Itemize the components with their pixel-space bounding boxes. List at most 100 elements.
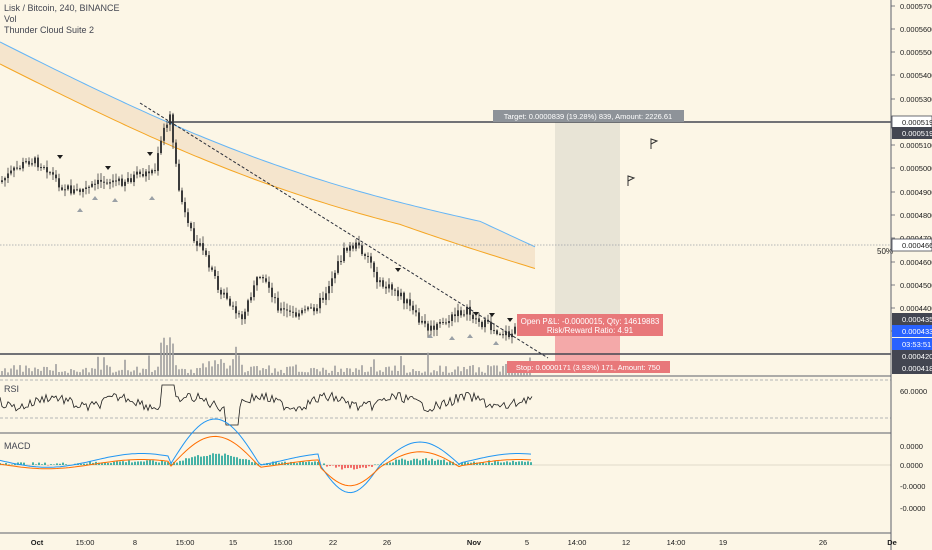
- volume-bar: [334, 365, 336, 376]
- candle-body: [448, 321, 450, 324]
- volume-bar: [193, 372, 195, 376]
- time-axis[interactable]: Oct 15:00 8 15:00 15 15:00 22 26 Nov 5 14:00 12 14:0…: [31, 538, 897, 547]
- volume-bar: [154, 370, 156, 376]
- volume-bar: [277, 371, 279, 376]
- stop-zone: [555, 334, 620, 364]
- price-tag-label: 0.0004352: [902, 315, 932, 324]
- volume-bar: [289, 366, 291, 376]
- candle-body: [208, 255, 210, 268]
- candle-body: [283, 308, 285, 310]
- price-tag: [892, 313, 932, 325]
- candle-body: [334, 272, 336, 279]
- macd-histogram-bar: [137, 461, 139, 465]
- volume-legend[interactable]: Vol: [4, 14, 17, 24]
- macd-histogram-bar: [515, 461, 517, 465]
- target-zone: [555, 122, 620, 320]
- candle-body: [199, 243, 201, 246]
- price-tick-label: 0.0005400: [900, 71, 932, 80]
- macd-pane[interactable]: [0, 418, 891, 534]
- volume-bar: [145, 369, 147, 376]
- macd-histogram-bar: [104, 462, 106, 465]
- macd-histogram-bar: [317, 462, 319, 465]
- macd-histogram-bar: [437, 459, 439, 465]
- macd-histogram-bar: [128, 460, 130, 465]
- volume-bar: [505, 364, 507, 376]
- candle-body: [106, 182, 108, 184]
- candle-body: [82, 189, 84, 192]
- main-price-pane[interactable]: Target: 0.0000839 (19.28%) 839, Amount: …: [0, 41, 893, 377]
- macd-histogram-bar: [374, 464, 376, 465]
- time-tick-label: 15:00: [76, 538, 95, 547]
- volume-bar: [493, 365, 495, 376]
- open-pl-box[interactable]: Open P&L: -0.0000015, Qty: 14619883 Risk…: [517, 314, 663, 336]
- buy-marker: [467, 334, 473, 338]
- volume-bar: [379, 370, 381, 376]
- macd-histogram-bar: [278, 462, 280, 465]
- volume-bar: [475, 372, 477, 376]
- candle-body: [490, 321, 492, 331]
- volume-bar: [403, 365, 405, 376]
- candle-body: [223, 292, 225, 295]
- candle-body: [316, 308, 318, 312]
- candle-body: [376, 271, 378, 283]
- volume-bar: [457, 366, 459, 376]
- price-tick-label: 0.0005500: [900, 48, 932, 57]
- price-axis[interactable]: 0.0005700 0.0005600 0.0005500 0.0005400 0.00…: [890, 0, 932, 550]
- macd-legend[interactable]: MACD: [4, 441, 31, 451]
- price-tick-label: 0.0004800: [900, 211, 932, 220]
- macd-line: [0, 418, 532, 494]
- macd-histogram-bar: [461, 462, 463, 465]
- volume-bar: [469, 365, 471, 376]
- candle-body: [211, 267, 213, 270]
- macd-histogram-bar: [152, 460, 154, 465]
- volume-bar: [496, 365, 498, 376]
- volume-bar: [304, 372, 306, 376]
- candle-body: [352, 245, 354, 249]
- rsi-pane[interactable]: [0, 379, 891, 434]
- candle-body: [160, 140, 162, 154]
- volume-bar: [370, 366, 372, 376]
- volume-bar: [301, 371, 303, 376]
- time-tick-label: 14:00: [568, 538, 587, 547]
- candle-body: [331, 278, 333, 287]
- volume-bar: [433, 370, 435, 376]
- macd-histogram-bar: [194, 456, 196, 465]
- candle-body: [190, 223, 192, 229]
- volume-bar: [460, 371, 462, 376]
- macd-histogram-bar: [302, 461, 304, 465]
- volume-bar: [346, 368, 348, 376]
- candle-body: [70, 185, 72, 194]
- candle-body: [136, 171, 138, 175]
- stop-tag[interactable]: Stop: 0.0000171 (3.93%) 171, Amount: 750: [507, 361, 670, 373]
- volume-bar: [343, 371, 345, 376]
- volume-bar: [274, 368, 276, 376]
- macd-histogram-bar: [356, 465, 358, 469]
- candle-body: [502, 334, 504, 336]
- candle-body: [412, 305, 414, 311]
- trendline[interactable]: [139, 102, 549, 359]
- candle-body: [271, 287, 273, 298]
- rsi-legend[interactable]: RSI: [4, 384, 20, 394]
- macd-histogram-bar: [407, 460, 409, 465]
- rsi-line: [0, 384, 533, 426]
- time-tick-label: 15:00: [274, 538, 293, 547]
- target-tag[interactable]: Target: 0.0000839 (19.28%) 839, Amount: …: [493, 110, 684, 122]
- volume-bar: [442, 371, 444, 376]
- volume-bar: [109, 366, 111, 376]
- time-tick-label: Oct: [31, 538, 44, 547]
- volume-bar: [436, 371, 438, 376]
- volume-bar: [319, 371, 321, 376]
- macd-histogram-bar: [392, 462, 394, 465]
- macd-histogram-bar: [365, 465, 367, 469]
- volume-bar: [196, 368, 198, 376]
- volume-bar: [64, 371, 66, 376]
- candle-body: [49, 172, 51, 174]
- candle-body: [286, 309, 288, 311]
- candle-body: [100, 179, 102, 182]
- symbol-title[interactable]: Lisk / Bitcoin, 240, BINANCE: [4, 3, 120, 13]
- buy-marker: [92, 196, 98, 200]
- indicator-legend[interactable]: Thunder Cloud Suite 2: [4, 25, 95, 35]
- candle-body: [73, 189, 75, 194]
- volume-bar: [397, 370, 399, 376]
